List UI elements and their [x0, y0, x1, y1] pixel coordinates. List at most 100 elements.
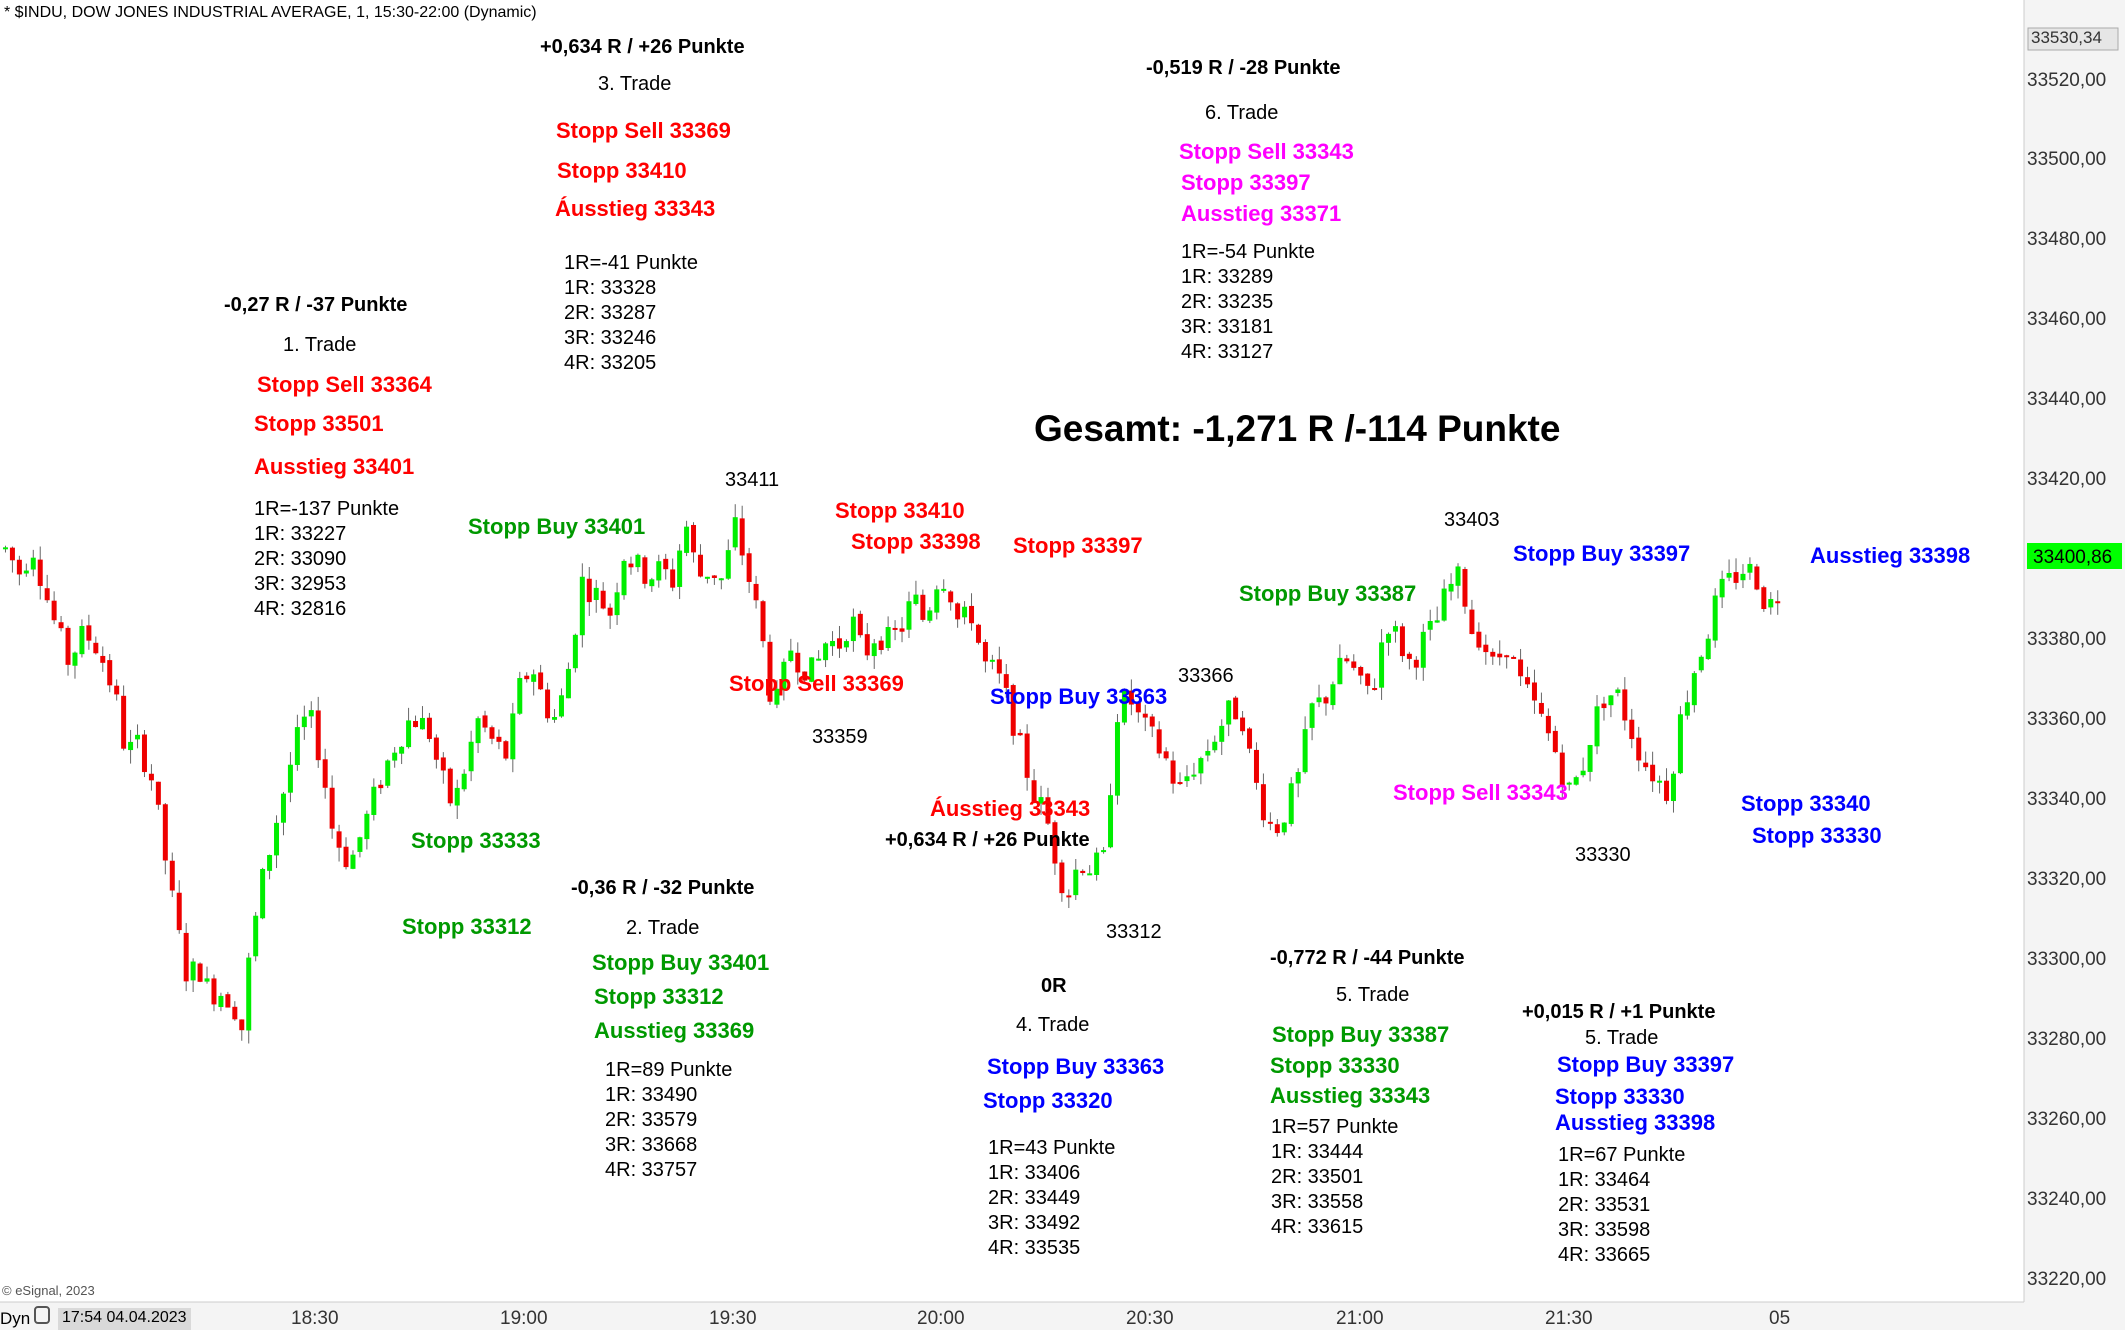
candle-down [857, 613, 863, 636]
candle-down [329, 787, 335, 829]
x-tick-label: 20:30 [1126, 1308, 1174, 1329]
chart-title: * $INDU, DOW JONES INDUSTRIAL AVERAGE, 1… [4, 4, 537, 21]
candle-up [1121, 690, 1127, 723]
trade4-r-line: 1R=43 Punkte [988, 1137, 1116, 1159]
y-tick-label: 33340,00 [2027, 789, 2107, 810]
y-tick-label: 33240,00 [2027, 1189, 2107, 1210]
candle-up [30, 557, 36, 570]
candle-up [350, 854, 356, 869]
price-label: 33411 [725, 469, 780, 491]
trade1-r-line: 2R: 33090 [254, 548, 347, 570]
trade5a-name: 5. Trade [1336, 984, 1410, 1006]
candle-down [1253, 749, 1259, 783]
trade2-result: -0,36 R / -32 Punkte [571, 877, 755, 899]
trade2-r-line: 3R: 33668 [605, 1134, 698, 1156]
candle-up [572, 634, 578, 669]
candle-down [1601, 703, 1607, 709]
candle-down [426, 717, 432, 739]
trade5b-r-line: 3R: 33598 [1558, 1219, 1651, 1241]
trade5a-result: -0,772 R / -44 Punkte [1270, 947, 1465, 969]
trade3-r-line: 3R: 33246 [564, 327, 657, 349]
candle-down [343, 846, 349, 868]
candle-down [795, 652, 801, 673]
trade4-r-line: 4R: 33535 [988, 1237, 1081, 1259]
marker-stopp-buy-33401: Stopp Buy 33401 [468, 514, 646, 539]
candle-up [927, 610, 933, 621]
candle-down [1260, 784, 1266, 821]
candle-down [1531, 682, 1537, 701]
trade5b-result: +0,015 R / +1 Punkte [1522, 1001, 1716, 1023]
candle-down [225, 994, 231, 1008]
marker-stopp-buy-33397: Stopp Buy 33397 [1513, 541, 1691, 566]
candle-up [461, 773, 467, 790]
candle-down [760, 601, 766, 642]
candle-down [1233, 697, 1239, 720]
candle-up [1281, 822, 1287, 833]
x-tick-label: 20:00 [917, 1308, 965, 1329]
candle-down [996, 659, 1002, 674]
trade3-stop: Stopp 33410 [557, 158, 687, 183]
candle-down [1059, 862, 1065, 894]
candle-down [1177, 782, 1183, 785]
candle-up [23, 570, 29, 574]
trade6-result: -0,519 R / -28 Punkte [1146, 57, 1341, 79]
candle-up [1379, 642, 1385, 688]
candle-down [899, 628, 905, 632]
candle-up [1309, 703, 1315, 728]
y-tick-label: 33530,34 [2031, 28, 2102, 47]
candle-down [1552, 730, 1558, 753]
candle-down [1504, 655, 1510, 658]
candle-down [336, 831, 342, 848]
trade1-r-line: 1R=-137 Punkte [254, 498, 400, 520]
candle-up [989, 659, 995, 662]
candle-up [621, 560, 627, 596]
candle-up [1073, 869, 1079, 896]
x-tick-label: 19:00 [500, 1308, 548, 1329]
candle-down [1664, 780, 1670, 801]
x-tick-label: 21:00 [1336, 1308, 1384, 1329]
candle-down [746, 553, 752, 582]
candle-up [1670, 773, 1676, 802]
marker-stopp-33397: Stopp 33397 [1013, 533, 1143, 558]
candle-down [232, 1006, 238, 1020]
candle-down [1545, 715, 1551, 734]
candle-up [1573, 777, 1579, 785]
candle-down [433, 737, 439, 760]
candle-up [287, 764, 293, 793]
candle-up [72, 652, 78, 666]
candle-up [913, 594, 919, 604]
price-label: 33403 [1444, 509, 1500, 531]
candle-down [836, 638, 842, 649]
candle-up [565, 668, 571, 699]
trade3-r-line: 4R: 33205 [564, 352, 657, 374]
candle-down [155, 781, 161, 805]
candle-down [1733, 572, 1739, 583]
marker-result-634: +0,634 R / +26 Punkte [885, 829, 1090, 851]
price-label: 33330 [1575, 844, 1631, 866]
candle-up [406, 720, 412, 748]
candle-down [378, 784, 384, 789]
candle-up [1594, 706, 1600, 747]
candle-down [739, 518, 745, 556]
trade2-stop: Stopp 33312 [594, 984, 724, 1009]
candle-down [1559, 752, 1565, 787]
candle-down [169, 860, 175, 891]
candle-down [1399, 626, 1405, 657]
candle-down [1052, 822, 1058, 864]
trade3-r-line: 1R: 33328 [564, 277, 657, 299]
trade4-name: 4. Trade [1016, 1014, 1090, 1036]
candle-down [1365, 673, 1371, 686]
trade2-entry: Stopp Buy 33401 [592, 950, 770, 975]
trade1-name: 1. Trade [283, 334, 357, 356]
lock-icon[interactable] [34, 1306, 50, 1324]
candle-up [517, 678, 523, 714]
candle-down [322, 759, 328, 788]
y-tick-label: 33280,00 [2027, 1029, 2107, 1050]
candle-up [850, 616, 856, 642]
price-axis-bg [2024, 0, 2125, 1330]
candle-up [190, 961, 196, 981]
trade3-entry: Stopp Sell 33369 [556, 118, 731, 143]
candle-up [1441, 588, 1447, 621]
y-tick-label: 33220,00 [2027, 1269, 2107, 1290]
